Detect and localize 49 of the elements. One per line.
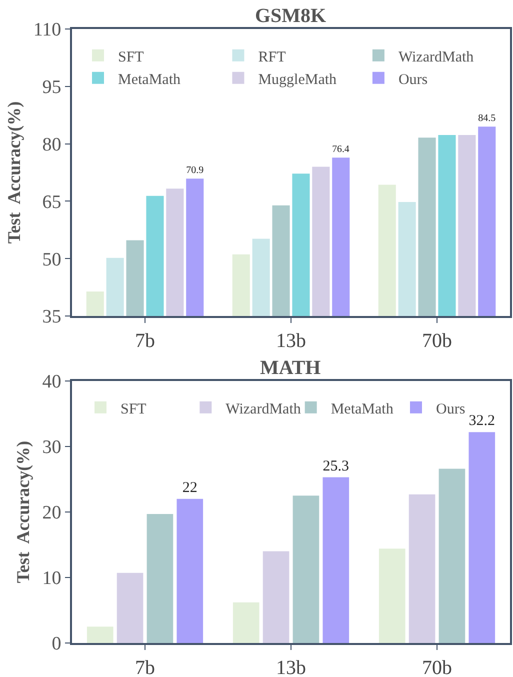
y-axis-title: Test Accuracy(%) — [4, 101, 24, 244]
legend-label: SFT — [120, 401, 146, 418]
data-label: 70.9 — [186, 164, 204, 176]
legend-label: Ours — [436, 401, 466, 418]
y-tick-label: 50 — [42, 249, 62, 270]
y-axis-title: Test Accuracy(%) — [12, 440, 33, 584]
bar — [438, 468, 466, 643]
bar — [176, 498, 204, 643]
data-label: 22 — [182, 480, 198, 496]
legend-label: WizardMath — [398, 49, 474, 66]
chart-title: GSM8K — [255, 5, 327, 27]
legend-label: MetaMath — [118, 72, 181, 88]
y-tick-label: 95 — [42, 77, 62, 98]
data-label: 32.2 — [468, 413, 496, 430]
legend-label: RFT — [258, 49, 286, 66]
bar — [232, 602, 260, 643]
chart-title: MATH — [260, 357, 322, 379]
bar — [378, 548, 406, 643]
x-tick-label: 13b — [276, 330, 306, 352]
y-tick-label: 35 — [42, 306, 62, 328]
bar — [262, 551, 290, 643]
data-label: 25.3 — [322, 458, 350, 474]
bar — [116, 572, 144, 643]
bar — [322, 477, 350, 643]
legend-label: SFT — [118, 49, 144, 66]
y-tick-label: 0 — [52, 634, 62, 655]
bar — [146, 514, 174, 643]
legend-label: MetaMath — [330, 401, 394, 418]
x-tick-label: 13b — [276, 657, 306, 677]
bar — [86, 626, 114, 643]
legend-label: MuggleMath — [258, 72, 338, 88]
x-tick-label: 7b — [135, 330, 155, 352]
y-tick-label: 110 — [33, 20, 62, 41]
y-tick-label: 30 — [42, 437, 62, 458]
y-tick-label: 80 — [42, 134, 62, 156]
bar — [292, 496, 320, 643]
data-label: 76.4 — [332, 144, 350, 155]
x-tick-label: 70b — [422, 330, 452, 352]
y-tick-label: 40 — [42, 372, 62, 393]
x-tick-label: 70b — [422, 657, 452, 677]
legend-label: Ours — [398, 72, 428, 88]
x-tick-label: 7b — [135, 657, 155, 677]
data-label: 84.5 — [478, 112, 496, 124]
bar — [468, 432, 496, 643]
y-tick-label: 20 — [42, 502, 62, 524]
bar — [408, 494, 436, 643]
y-tick-label: 65 — [42, 192, 62, 213]
legend-label: WizardMath — [226, 401, 302, 418]
y-tick-label: 10 — [42, 568, 62, 590]
